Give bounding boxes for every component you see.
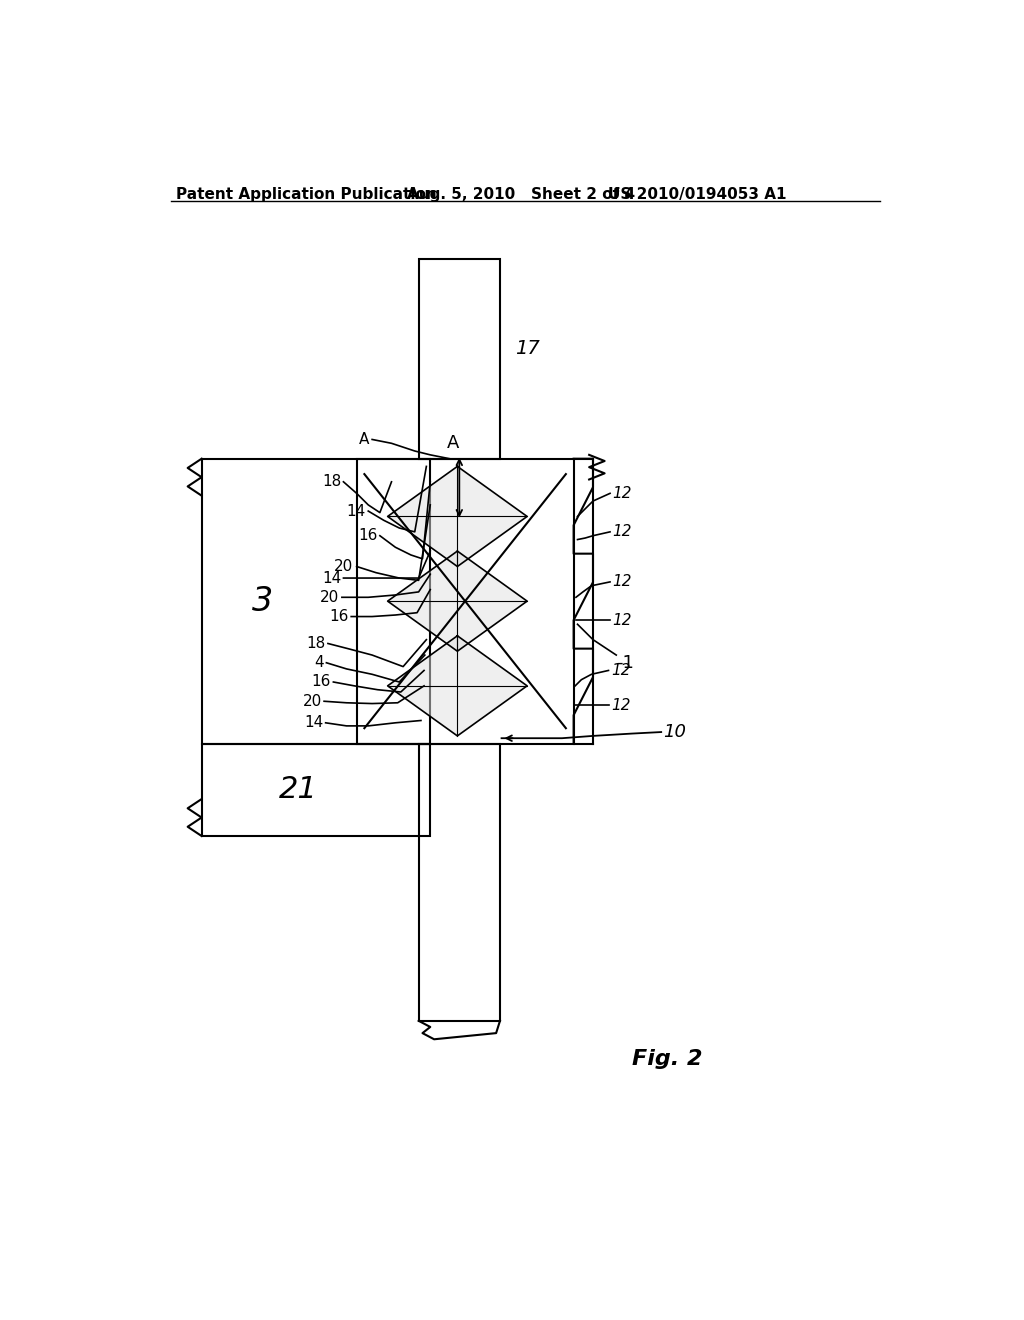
- Text: Fig. 2: Fig. 2: [632, 1049, 702, 1069]
- Text: A: A: [359, 432, 370, 447]
- Text: 18: 18: [306, 636, 326, 651]
- Text: 4: 4: [314, 655, 324, 671]
- Text: 10: 10: [663, 723, 686, 741]
- Text: 20: 20: [302, 694, 322, 709]
- Bar: [419, 743, 500, 1020]
- Text: 16: 16: [358, 528, 378, 544]
- Polygon shape: [388, 636, 527, 737]
- Text: 20: 20: [321, 590, 340, 605]
- Bar: [419, 259, 500, 459]
- Text: 12: 12: [612, 574, 632, 590]
- Text: Patent Application Publication: Patent Application Publication: [176, 187, 437, 202]
- Text: 14: 14: [322, 570, 341, 586]
- Text: -1: -1: [616, 653, 634, 672]
- Text: 21: 21: [280, 775, 317, 804]
- Bar: [202, 743, 430, 836]
- Text: 12: 12: [611, 663, 631, 678]
- Text: 12: 12: [612, 524, 632, 540]
- Text: US 2010/0194053 A1: US 2010/0194053 A1: [608, 187, 787, 202]
- Text: 16: 16: [330, 609, 349, 624]
- Text: 3: 3: [252, 585, 273, 618]
- Text: 20: 20: [334, 558, 352, 574]
- Polygon shape: [388, 466, 527, 566]
- Text: Aug. 5, 2010   Sheet 2 of 4: Aug. 5, 2010 Sheet 2 of 4: [407, 187, 635, 202]
- Text: 12: 12: [612, 486, 632, 500]
- Polygon shape: [388, 552, 527, 651]
- Text: 17: 17: [515, 339, 541, 358]
- Text: A: A: [446, 434, 460, 453]
- Bar: [202, 459, 430, 743]
- Text: 12: 12: [612, 612, 632, 628]
- Text: 16: 16: [311, 675, 331, 689]
- Text: 12: 12: [611, 697, 631, 713]
- Text: 18: 18: [322, 474, 341, 490]
- Text: 14: 14: [304, 715, 324, 730]
- Text: 14: 14: [347, 503, 366, 519]
- Bar: [356, 459, 573, 743]
